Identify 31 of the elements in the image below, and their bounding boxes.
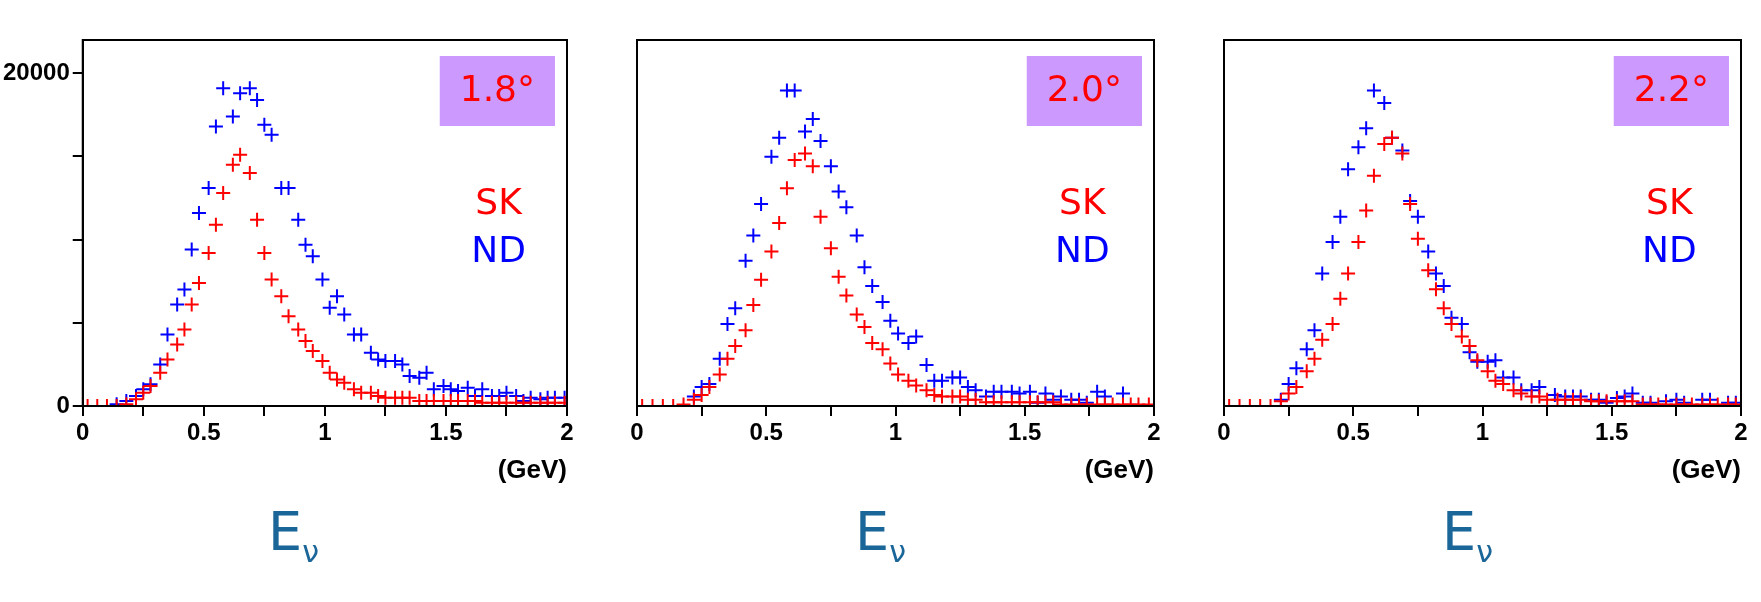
text: E$_{ν}$ bbox=[1441, 500, 1494, 569]
x-tick-label: 2 bbox=[560, 418, 574, 446]
text: 1.8° bbox=[459, 68, 536, 110]
x-tick-label: 0.5 bbox=[749, 418, 783, 446]
x-tick-label: 0 bbox=[1217, 418, 1231, 446]
x-tick-label: 0 bbox=[76, 418, 90, 446]
x-tick-label: 1.5 bbox=[1008, 418, 1042, 446]
x-tick-label: 0.5 bbox=[1336, 418, 1370, 446]
x-tick-label: 1 bbox=[1475, 418, 1490, 446]
text: ND bbox=[1054, 229, 1110, 271]
text: ND bbox=[471, 229, 526, 271]
x-tick-label: 1 bbox=[888, 418, 903, 446]
x-tick-label: 1.5 bbox=[429, 418, 463, 446]
y-tick-label: 20000 bbox=[2, 57, 70, 85]
x-axis-title: (GeV) bbox=[1084, 453, 1154, 484]
text: E$_{ν}$ bbox=[267, 500, 320, 569]
chart-title: 2.0° bbox=[1046, 68, 1123, 110]
x-axis-title: (GeV) bbox=[497, 453, 567, 484]
x-tick-label: 1 bbox=[318, 418, 332, 446]
text: SK bbox=[475, 181, 524, 223]
text: E$_{ν}$ bbox=[854, 500, 907, 569]
x-tick-label: 1.5 bbox=[1595, 418, 1629, 446]
text: ND bbox=[1641, 229, 1697, 271]
x-tick-label: 2 bbox=[1734, 418, 1748, 446]
chart-title: 2.2° bbox=[1633, 68, 1710, 110]
x-tick-label: 0.5 bbox=[187, 418, 221, 446]
x-tick-label: 0 bbox=[630, 418, 644, 446]
x-tick-label: 2 bbox=[1147, 418, 1161, 446]
text: SK bbox=[1646, 181, 1694, 223]
text: SK bbox=[1059, 181, 1107, 223]
x-axis-title: (GeV) bbox=[1671, 453, 1741, 484]
